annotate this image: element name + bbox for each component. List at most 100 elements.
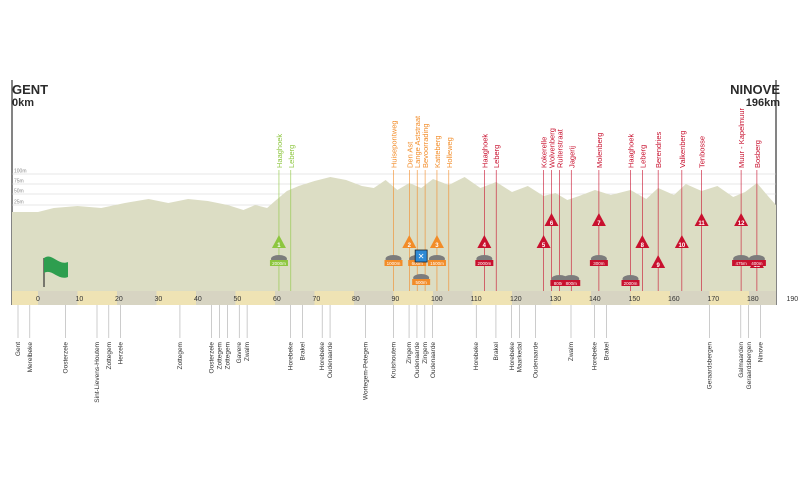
km-tick-label: 100	[431, 296, 443, 303]
paved-sector-length: 475m	[735, 261, 747, 266]
paved-sector-badge	[732, 260, 751, 266]
place-label: Horebeke	[509, 342, 516, 371]
climb-marker-icon	[271, 235, 286, 248]
paved-sector-badge	[269, 260, 288, 266]
climb-number: 6	[550, 221, 554, 227]
km-tick-label: 80	[352, 296, 360, 303]
place-label: Oudenaarde	[430, 342, 437, 379]
km-tick-label: 130	[550, 296, 562, 303]
km-band-segment	[117, 291, 157, 305]
paved-sector-badge	[412, 279, 431, 285]
climb-name: Katteberg	[433, 135, 442, 168]
place-label: Zwalm	[244, 342, 251, 361]
climb-name: Holleweg	[445, 137, 454, 168]
climb-name: Den Ast	[405, 141, 414, 168]
km-band-segment	[433, 291, 473, 305]
place-label: Oudenaarde	[414, 342, 421, 379]
elevation-profile	[12, 177, 776, 291]
paved-sector-length: 1000m	[387, 261, 401, 266]
climb-name: Leberg	[287, 145, 296, 168]
climb-name: Kokerelle	[540, 137, 549, 168]
place-label: Zottegem	[177, 342, 184, 369]
climb-marker-icon	[591, 213, 606, 226]
climb-marker-icon	[651, 255, 666, 268]
elevation-label: 25m	[14, 200, 24, 206]
paved-sector-badge	[747, 260, 766, 266]
climb-name: Bevoorrading	[421, 123, 430, 168]
paved-sector-length: 800m	[554, 281, 566, 286]
km-band-segment	[749, 291, 776, 305]
climb-name: Berendries	[654, 131, 663, 168]
place-label: Geraardsbergen	[706, 342, 713, 390]
place-label: Herzele	[118, 342, 125, 365]
paved-sector-badge	[427, 260, 446, 266]
place-label: Galmaarden	[738, 342, 745, 378]
km-tick-label: 0	[36, 296, 40, 303]
climb-marker-icon	[674, 235, 689, 248]
paved-sector-length: 300m	[593, 261, 605, 266]
paved-sector-badge	[621, 280, 640, 286]
climb-name: Leberg	[492, 145, 501, 168]
km-tick-label: 60	[273, 296, 281, 303]
climb-name: Muur - Kapelmuur	[737, 107, 746, 168]
place-label: Horebeke	[288, 342, 295, 371]
place-label: Kruishoutem	[390, 342, 397, 379]
place-label: Wortegem-Petegem	[363, 342, 370, 400]
climb-number: 7	[597, 221, 601, 227]
climb-name: Wolvenberg	[548, 128, 557, 168]
climb-name: Haaghoek	[275, 134, 284, 168]
paved-sector-length: 800m	[566, 281, 578, 286]
km-band-segment	[512, 291, 552, 305]
elevation-label: 50m	[14, 189, 24, 195]
paved-sector-badge	[408, 260, 427, 266]
paved-sector-length: 400m	[751, 261, 763, 266]
start-flag-icon	[44, 256, 68, 278]
climb-name: Jagerij	[567, 146, 576, 168]
climb-name: Lange Aststraat	[413, 115, 422, 168]
km-tick-label: 160	[668, 296, 680, 303]
start-city: GENT	[12, 82, 49, 97]
climb-name: Bosberg	[753, 140, 762, 168]
start-label: GENT 0km	[12, 82, 48, 109]
climb-name: Haaghoek	[627, 134, 636, 168]
place-label: Horebeke	[319, 342, 326, 371]
place-label: Ninove	[758, 342, 765, 363]
km-tick-label: 190	[787, 296, 799, 303]
climb-number: 3	[435, 243, 439, 249]
place-label: Zingem	[406, 342, 413, 364]
place-label: Zottegem	[224, 342, 231, 369]
paved-sector-length: 2000m	[272, 261, 286, 266]
km-tick-label: 70	[313, 296, 321, 303]
start-km: 0km	[12, 97, 35, 109]
paved-sector-badge	[384, 260, 403, 266]
km-band-segment	[38, 291, 78, 305]
place-label: Brakel	[493, 341, 500, 360]
km-tick-label: 150	[629, 296, 641, 303]
place-label: Maarkedal	[517, 341, 524, 372]
place-label: Zwalm	[568, 342, 575, 361]
paved-sector-badge	[562, 280, 581, 286]
climb-marker-icon	[402, 235, 417, 248]
climb-number: 1	[277, 243, 281, 249]
place-label: Merelbeke	[27, 342, 34, 373]
climb-marker-icon	[734, 213, 749, 226]
climb-name: Leberg	[638, 145, 647, 168]
km-tick-label: 20	[115, 296, 123, 303]
paved-sector-badge	[550, 280, 569, 286]
climb-number: 2	[408, 243, 412, 249]
climb-marker-icon	[544, 213, 559, 226]
climb-marker-icon	[429, 235, 444, 248]
place-label: Horebeke	[592, 342, 599, 371]
elevation-label: 100m	[14, 169, 27, 175]
paved-sector-length: 2000m	[477, 261, 491, 266]
climb-marker-icon	[694, 213, 709, 226]
place-label: Horebeke	[473, 342, 480, 371]
km-band-segment	[275, 291, 315, 305]
place-label: Gavere	[236, 342, 243, 364]
climb-number: 5	[542, 243, 546, 249]
climb-number: 12	[738, 221, 745, 227]
climb-name: Haaghoek	[480, 134, 489, 168]
km-tick-label: 180	[747, 296, 759, 303]
km-tick-label: 40	[194, 296, 202, 303]
